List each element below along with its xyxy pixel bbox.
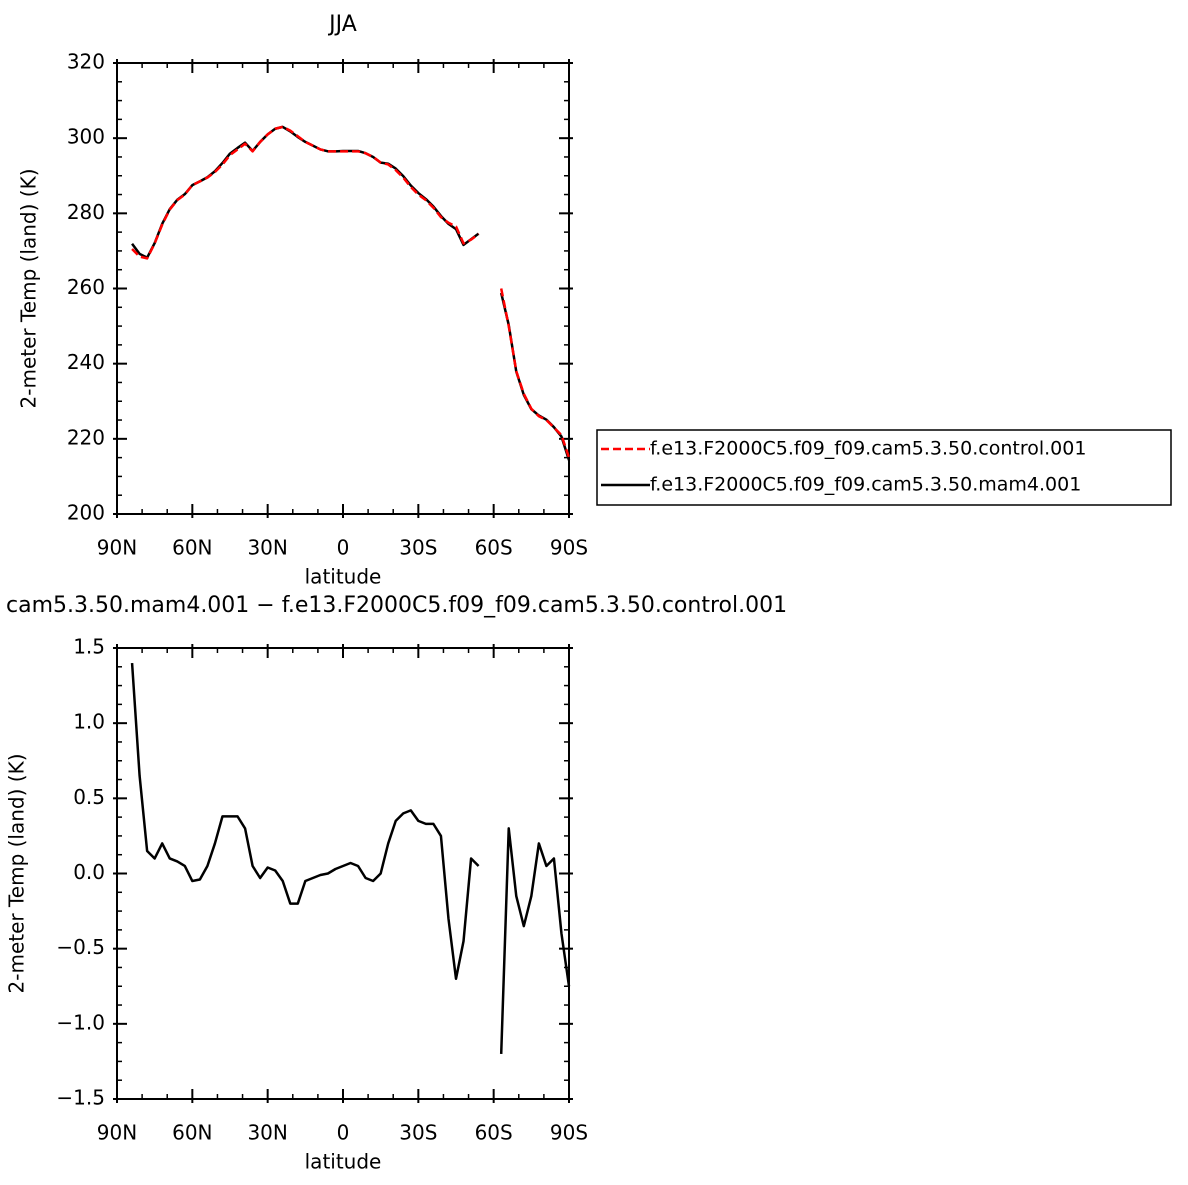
y-tick-label: 300 xyxy=(67,125,105,149)
y-tick-label: −1.0 xyxy=(56,1010,105,1034)
x-tick-label: 60S xyxy=(475,536,513,560)
x-tick-label: 90N xyxy=(97,1121,137,1145)
series-line xyxy=(130,662,571,1054)
x-axis-label: latitude xyxy=(305,565,382,589)
legend-box xyxy=(596,429,1172,506)
x-tick-label: 90N xyxy=(97,536,137,560)
x-tick-label: 60N xyxy=(172,536,212,560)
chart-title: cam5.3.50.mam4.001 − f.e13.F2000C5.f09_f… xyxy=(6,593,787,618)
y-tick-label: −0.5 xyxy=(56,935,105,959)
x-tick-label: 60N xyxy=(172,1121,212,1145)
y-axis-label: 2-meter Temp (land) (K) xyxy=(5,754,29,994)
x-axis-label: latitude xyxy=(305,1150,382,1174)
y-tick-label: 0.5 xyxy=(73,785,105,809)
plot-frame xyxy=(116,647,570,1100)
panel: JJA 200 220 240 260 280 300 320 90N 60N 30N 0 30S 60S… xyxy=(17,12,1172,589)
y-tick-label: 1.0 xyxy=(73,710,105,734)
y-tick-label: 0.0 xyxy=(73,860,105,884)
x-tick-label: 30N xyxy=(247,536,287,560)
chart-title: JJA xyxy=(327,12,357,37)
panel: cam5.3.50.mam4.001 − f.e13.F2000C5.f09_f… xyxy=(5,593,788,1174)
y-tick-label: 260 xyxy=(67,275,105,299)
x-tick-label: 90S xyxy=(550,536,588,560)
x-tick-label: 90S xyxy=(550,1121,588,1145)
y-tick-label: 200 xyxy=(67,501,105,525)
legend-text: f.e13.F2000C5.f09_f09.cam5.3.50.control.… xyxy=(650,438,1086,460)
x-tick-label: 60S xyxy=(475,1121,513,1145)
series-line xyxy=(131,125,571,459)
y-tick-label: 280 xyxy=(67,200,105,224)
y-tick-label: 1.5 xyxy=(73,635,105,659)
x-tick-label: 0 xyxy=(337,536,350,560)
y-tick-label: 220 xyxy=(67,425,105,449)
y-axis-label: 2-meter Temp (land) (K) xyxy=(17,169,41,409)
x-tick-label: 0 xyxy=(337,1121,350,1145)
y-tick-label: 320 xyxy=(67,50,105,74)
x-tick-label: 30N xyxy=(247,1121,287,1145)
y-tick-label: 240 xyxy=(67,350,105,374)
legend-text: f.e13.F2000C5.f09_f09.cam5.3.50.mam4.001 xyxy=(650,474,1081,496)
y-tick-label: −1.5 xyxy=(56,1086,105,1110)
x-tick-label: 30S xyxy=(399,1121,437,1145)
plot-frame xyxy=(116,62,570,515)
x-tick-label: 30S xyxy=(399,536,437,560)
